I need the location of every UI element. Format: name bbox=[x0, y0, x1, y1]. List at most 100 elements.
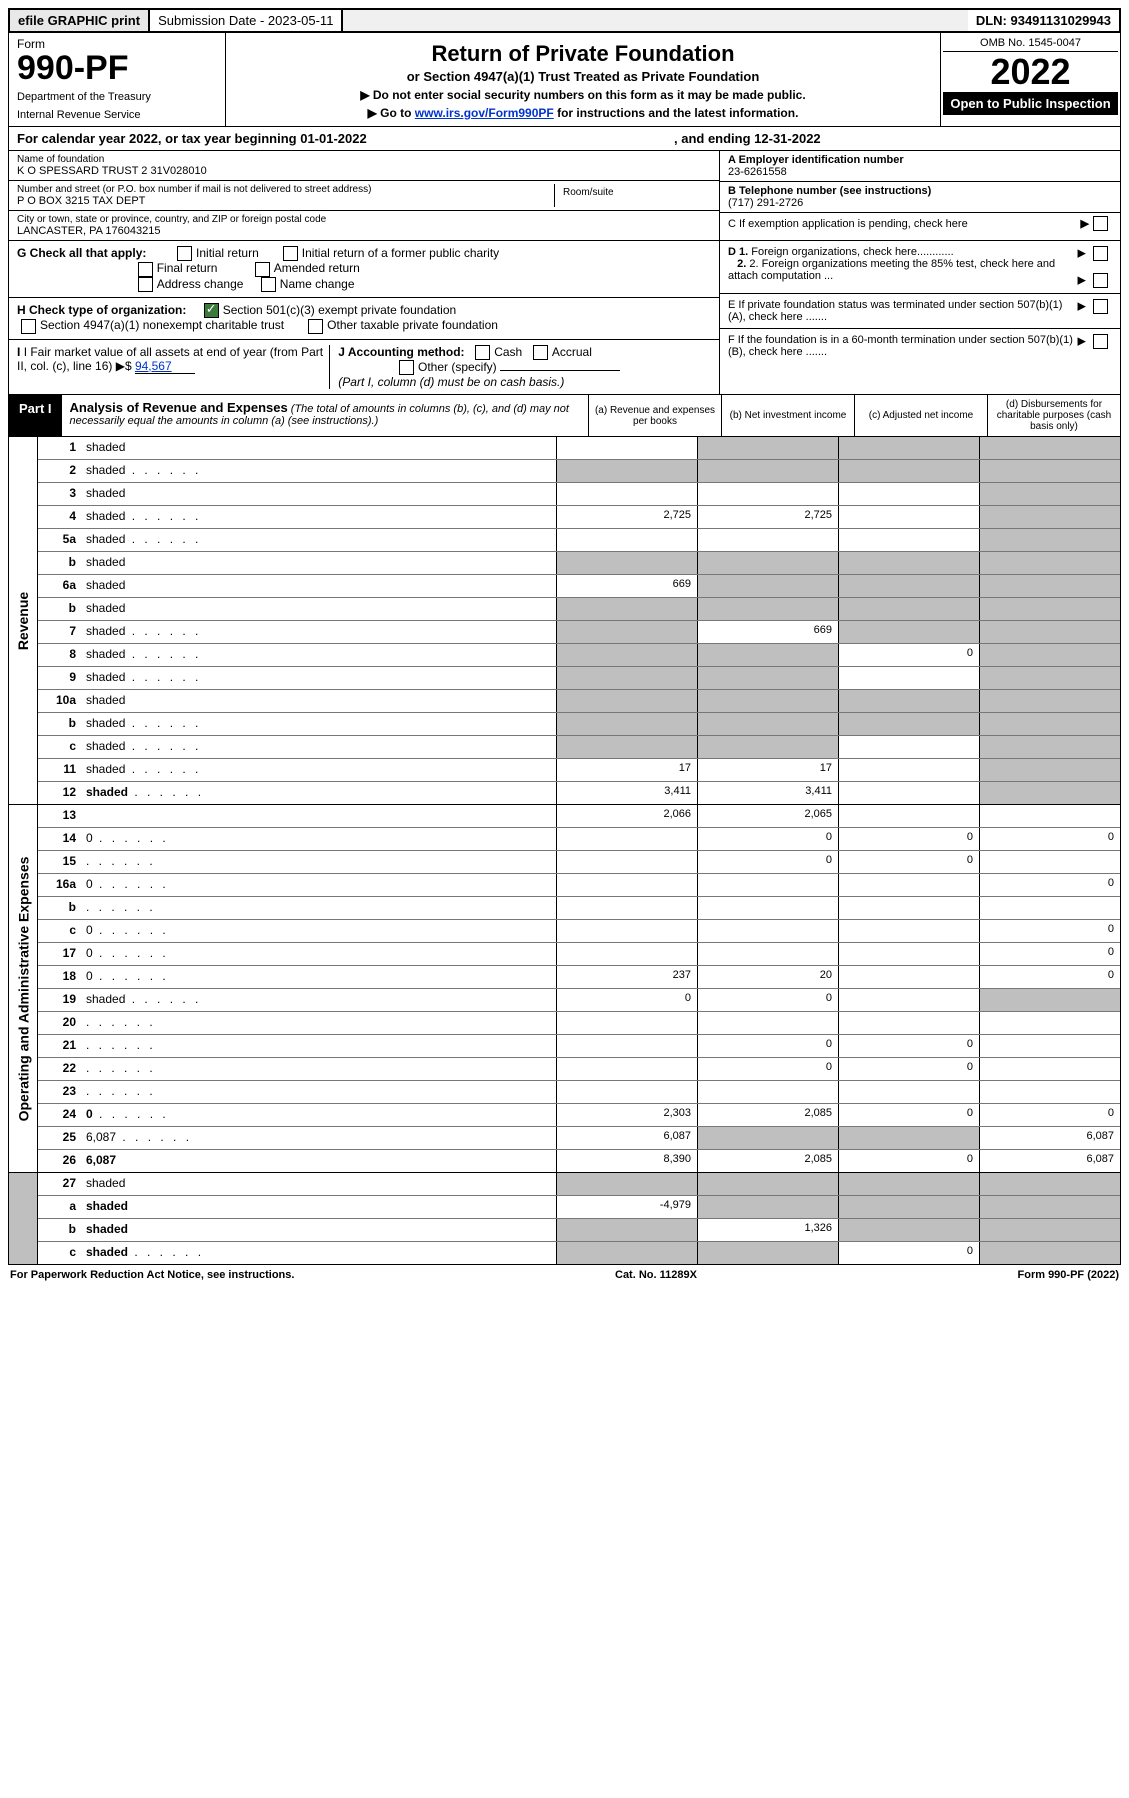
part1-desc: Analysis of Revenue and Expenses (The to… bbox=[62, 395, 588, 436]
cell-shaded bbox=[697, 437, 838, 459]
cell-value bbox=[556, 943, 697, 965]
table-row: bshaded bbox=[38, 552, 1120, 575]
col-b-head: (b) Net investment income bbox=[721, 395, 854, 436]
cell-shaded bbox=[979, 1242, 1120, 1264]
cell-value bbox=[697, 483, 838, 505]
cell-value: 669 bbox=[697, 621, 838, 643]
line-desc: . . . . . . bbox=[82, 1058, 556, 1080]
g-amended-cb[interactable] bbox=[255, 262, 270, 277]
phone-value: (717) 291-2726 bbox=[728, 197, 803, 209]
line-number: 13 bbox=[38, 805, 82, 827]
header-left: Form 990-PF Department of the Treasury I… bbox=[9, 33, 226, 126]
cell-value bbox=[979, 805, 1120, 827]
arrow-icon: ▶ bbox=[1081, 217, 1089, 230]
g-initial-former-cb[interactable] bbox=[283, 246, 298, 261]
cell-shaded bbox=[838, 1173, 979, 1195]
part1-badge: Part I bbox=[9, 395, 62, 436]
j-accrual-cb[interactable] bbox=[533, 345, 548, 360]
cell-value bbox=[838, 483, 979, 505]
cell-value: 0 bbox=[979, 943, 1120, 965]
cell-value bbox=[979, 1081, 1120, 1103]
j-cash-cb[interactable] bbox=[475, 345, 490, 360]
cell-value bbox=[838, 966, 979, 988]
efile-button[interactable]: efile GRAPHIC print bbox=[10, 10, 150, 31]
cell-value: 0 bbox=[838, 1150, 979, 1172]
cell-value: -4,979 bbox=[556, 1196, 697, 1218]
cell-value: 3,411 bbox=[556, 782, 697, 804]
cell-shaded bbox=[979, 667, 1120, 689]
cell-value: 0 bbox=[838, 1104, 979, 1126]
g-address-cb[interactable] bbox=[138, 277, 153, 292]
cell-value: 0 bbox=[697, 1058, 838, 1080]
table-row: bshaded bbox=[38, 598, 1120, 621]
cell-value: 0 bbox=[979, 828, 1120, 850]
cell-shaded bbox=[979, 506, 1120, 528]
g-final-cb[interactable] bbox=[138, 262, 153, 277]
line-number: 15 bbox=[38, 851, 82, 873]
line-desc: shaded bbox=[82, 1173, 556, 1195]
e-cb[interactable] bbox=[1093, 299, 1108, 314]
col-c-head: (c) Adjusted net income bbox=[854, 395, 987, 436]
cell-value: 17 bbox=[697, 759, 838, 781]
cell-value: 17 bbox=[556, 759, 697, 781]
cell-value: 0 bbox=[838, 851, 979, 873]
line-desc: . . . . . . bbox=[82, 1081, 556, 1103]
cell-shaded bbox=[979, 1219, 1120, 1241]
cell-shaded bbox=[838, 437, 979, 459]
line-number: 16a bbox=[38, 874, 82, 896]
cell-shaded bbox=[979, 437, 1120, 459]
table-row: 11shaded . . . . . .1717 bbox=[38, 759, 1120, 782]
col-a-head: (a) Revenue and expenses per books bbox=[588, 395, 721, 436]
line-desc: shaded bbox=[82, 1196, 556, 1218]
cell-shaded bbox=[697, 1173, 838, 1195]
cell-shaded bbox=[697, 713, 838, 735]
cell-shaded bbox=[838, 690, 979, 712]
form-subtitle: or Section 4947(a)(1) Trust Treated as P… bbox=[232, 69, 934, 84]
cell-shaded bbox=[838, 713, 979, 735]
cell-shaded bbox=[838, 1219, 979, 1241]
j-other-cb[interactable] bbox=[399, 360, 414, 375]
table-row: 12shaded . . . . . .3,4113,411 bbox=[38, 782, 1120, 804]
cell-value bbox=[979, 897, 1120, 919]
submission-date: Submission Date - 2023-05-11 bbox=[150, 10, 343, 31]
c-checkbox[interactable] bbox=[1093, 216, 1108, 231]
g-name-cb[interactable] bbox=[261, 277, 276, 292]
line-desc: shaded bbox=[82, 598, 556, 620]
irs-link[interactable]: www.irs.gov/Form990PF bbox=[415, 106, 554, 120]
h-other-cb[interactable] bbox=[308, 319, 323, 334]
h-4947-cb[interactable] bbox=[21, 319, 36, 334]
table-row: 20 . . . . . . bbox=[38, 1012, 1120, 1035]
table-row: 2shaded . . . . . . bbox=[38, 460, 1120, 483]
cell-value: 0 bbox=[697, 1035, 838, 1057]
line-number: 24 bbox=[38, 1104, 82, 1126]
table-row: 27shaded bbox=[38, 1173, 1120, 1196]
header-right: OMB No. 1545-0047 2022 Open to Public In… bbox=[940, 33, 1120, 126]
table-row: bshaded1,326 bbox=[38, 1219, 1120, 1242]
foundation-name: K O SPESSARD TRUST 2 31V028010 bbox=[17, 165, 711, 177]
line-desc: 0 . . . . . . bbox=[82, 828, 556, 850]
d2-cb[interactable] bbox=[1093, 273, 1108, 288]
line-number: 18 bbox=[38, 966, 82, 988]
cell-value bbox=[838, 736, 979, 758]
cell-shaded bbox=[979, 690, 1120, 712]
line-number: b bbox=[38, 598, 82, 620]
cell-shaded bbox=[838, 621, 979, 643]
table-row: 1shaded bbox=[38, 437, 1120, 460]
cell-shaded bbox=[979, 460, 1120, 482]
line-number: 3 bbox=[38, 483, 82, 505]
cell-value bbox=[697, 943, 838, 965]
footer-left: For Paperwork Reduction Act Notice, see … bbox=[10, 1269, 294, 1281]
g-initial-cb[interactable] bbox=[177, 246, 192, 261]
page-footer: For Paperwork Reduction Act Notice, see … bbox=[8, 1265, 1121, 1285]
i-value[interactable]: 94,567 bbox=[135, 359, 195, 374]
cell-shaded bbox=[838, 575, 979, 597]
c-label: C If exemption application is pending, c… bbox=[728, 218, 1081, 230]
h-501c3-cb[interactable] bbox=[204, 303, 219, 318]
f-cb[interactable] bbox=[1093, 334, 1108, 349]
cell-value bbox=[979, 1058, 1120, 1080]
line-number: 23 bbox=[38, 1081, 82, 1103]
revenue-side-label: Revenue bbox=[9, 437, 38, 804]
d1-cb[interactable] bbox=[1093, 246, 1108, 261]
table-row: ashaded-4,979 bbox=[38, 1196, 1120, 1219]
line-desc: shaded . . . . . . bbox=[82, 782, 556, 804]
